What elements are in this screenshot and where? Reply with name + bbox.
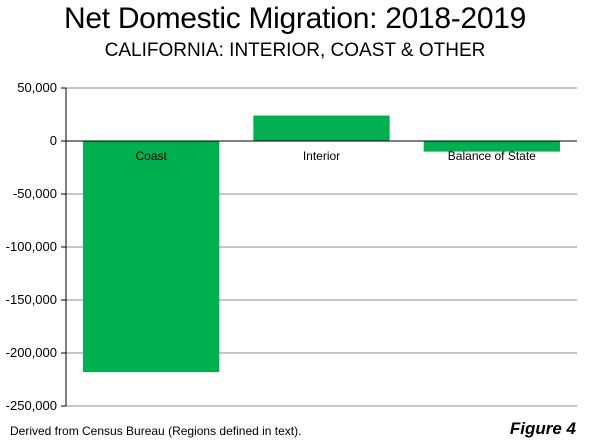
- y-tick-label: 0: [50, 133, 57, 148]
- y-tick-label: 50,000: [17, 80, 57, 95]
- category-label: Balance of State: [448, 149, 536, 163]
- figure-label: Figure 4: [509, 419, 576, 438]
- y-tick-label: -200,000: [6, 345, 57, 360]
- chart-title: Net Domestic Migration: 2018-2019: [64, 2, 526, 35]
- category-label: Interior: [303, 149, 340, 163]
- y-tick-label: -150,000: [6, 292, 57, 307]
- category-label: Coast: [135, 149, 167, 163]
- y-tick-label: -100,000: [6, 239, 57, 254]
- y-tick-label: -50,000: [13, 186, 57, 201]
- bar: [423, 141, 560, 152]
- y-tick-label: -250,000: [6, 398, 57, 413]
- bar: [253, 115, 390, 141]
- source-note: Derived from Census Bureau (Regions defi…: [10, 424, 302, 438]
- chart-subtitle: CALIFORNIA: INTERIOR, COAST & OTHER: [104, 40, 486, 61]
- bar: [83, 141, 220, 373]
